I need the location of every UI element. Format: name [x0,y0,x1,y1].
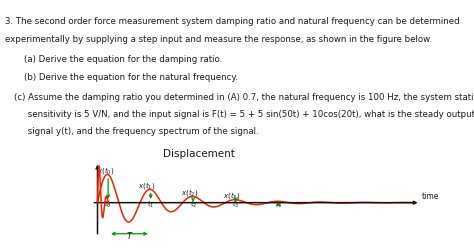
Text: 3. The second order force measurement system damping ratio and natural frequency: 3. The second order force measurement sy… [5,18,459,26]
Text: $x(t_3)$: $x(t_3)$ [223,190,240,201]
Text: experimentally by supplying a step input and measure the response, as shown in t: experimentally by supplying a step input… [5,34,432,43]
Text: $x(t_1)$: $x(t_1)$ [138,180,155,191]
Text: time: time [422,192,439,201]
Text: (c) Assume the damping ratio you determined in (A) 0.7, the natural frequency is: (c) Assume the damping ratio you determi… [14,93,474,102]
Text: sensitivity is 5 V/N, and the input signal is F(t) = 5 + 5 sin(50t) + 10cos(20t): sensitivity is 5 V/N, and the input sign… [14,110,474,119]
Text: (b) Derive the equation for the natural frequency.: (b) Derive the equation for the natural … [24,73,237,82]
Text: $t_2$: $t_2$ [190,198,197,210]
Text: signal y(t), and the frequency spectrum of the signal.: signal y(t), and the frequency spectrum … [14,127,259,136]
Text: (a) Derive the equation for the damping ratio.: (a) Derive the equation for the damping … [24,55,222,64]
Text: T: T [127,232,132,241]
Text: $x(t_2)$: $x(t_2)$ [181,187,198,198]
Text: $t_0$: $t_0$ [104,198,112,210]
Text: $t_3$: $t_3$ [232,198,239,210]
Text: Displacement: Displacement [163,149,235,159]
Text: $x(t_0)$: $x(t_0)$ [98,165,115,176]
Text: $t_1$: $t_1$ [147,198,155,210]
Text: $t_4$: $t_4$ [274,198,282,210]
